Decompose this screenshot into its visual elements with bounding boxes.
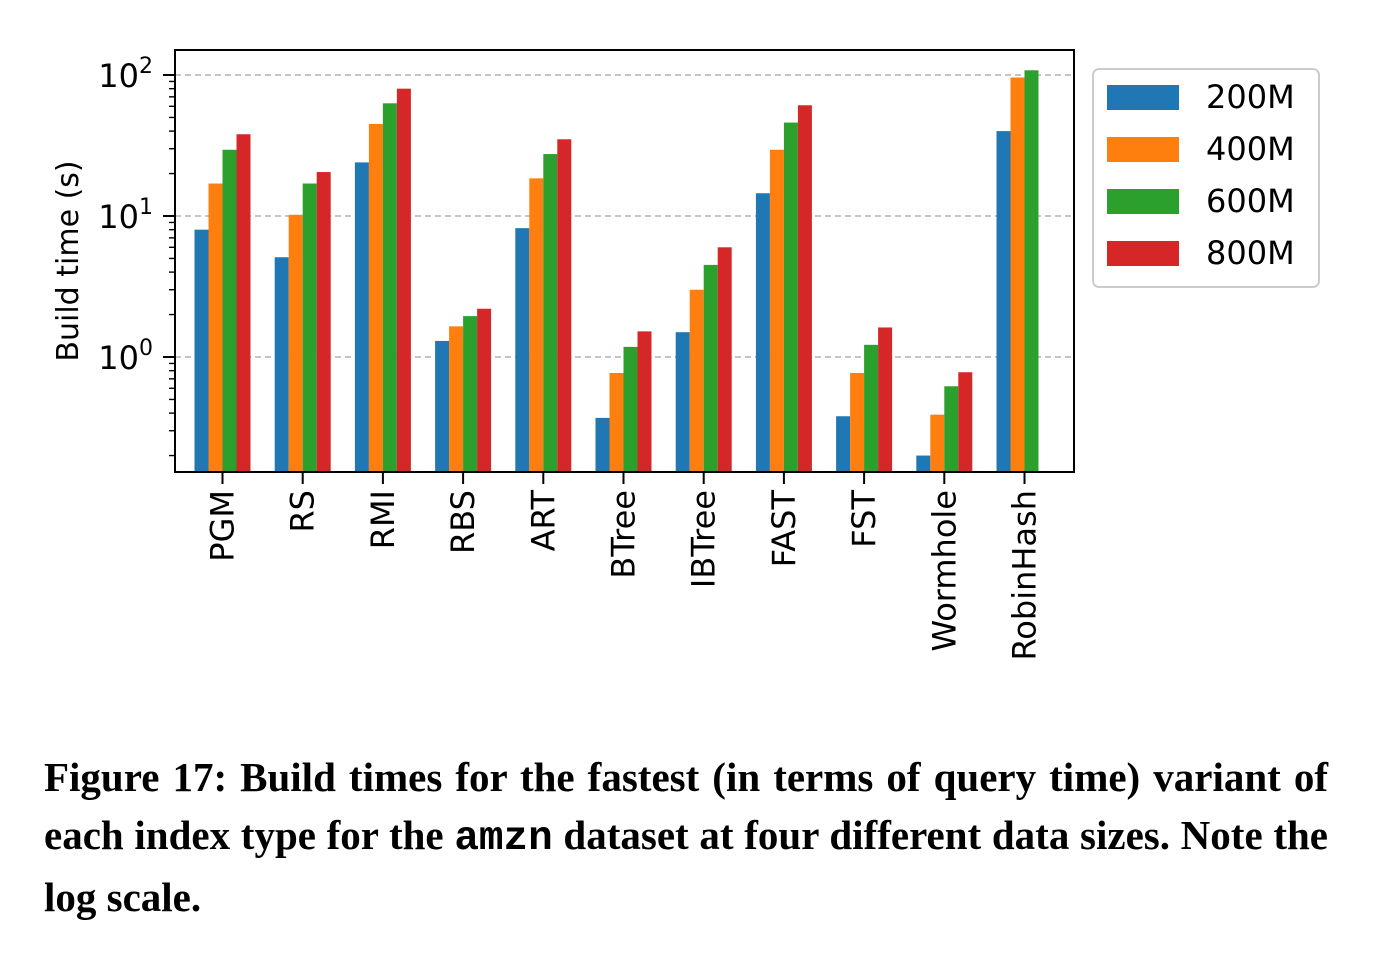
legend-label-200M: 200M bbox=[1206, 78, 1295, 116]
caption-text-1: Figure 17: Build times for the fastest (… bbox=[44, 754, 1328, 858]
y-tick-label: 101 bbox=[98, 195, 153, 236]
legend-label-800M: 800M bbox=[1206, 234, 1295, 272]
bar-200M-ART bbox=[515, 228, 530, 472]
bar-600M-PGM bbox=[222, 149, 237, 472]
bar-200M-RMI bbox=[354, 162, 369, 473]
legend-swatch-800M bbox=[1107, 241, 1179, 266]
x-tick-label: RS bbox=[284, 490, 322, 533]
bar-400M-PGM bbox=[208, 183, 223, 472]
legend-swatch-200M bbox=[1107, 85, 1179, 110]
bar-600M-BTree bbox=[623, 346, 638, 472]
bar-400M-RBS bbox=[449, 326, 464, 472]
bar-400M-ART bbox=[529, 178, 544, 472]
caption-text-2: dataset at four different data sizes. No… bbox=[44, 812, 1328, 920]
y-tick-label-exponent: 1 bbox=[139, 195, 153, 220]
bar-400M-IBTree bbox=[689, 289, 704, 472]
bar-600M-RBS bbox=[463, 316, 478, 472]
x-tick-label: IBTree bbox=[685, 490, 723, 588]
bar-800M-FAST bbox=[797, 105, 812, 472]
x-tick-label: RobinHash bbox=[1006, 490, 1044, 660]
y-tick-label-exponent: 0 bbox=[139, 336, 153, 361]
bar-200M-FAST bbox=[755, 193, 770, 472]
y-tick-label-exponent: 2 bbox=[139, 54, 153, 79]
bar-200M-RS bbox=[274, 257, 289, 472]
bar-400M-RMI bbox=[368, 123, 383, 472]
x-tick-label: Wormhole bbox=[925, 490, 963, 652]
y-tick-label: 102 bbox=[98, 54, 153, 95]
bar-600M-IBTree bbox=[703, 264, 718, 472]
bar-800M-RS bbox=[316, 172, 331, 472]
bar-800M-ART bbox=[557, 139, 572, 472]
x-axis: PGM RS RMI RBS ART BTree IBTree FAST FST Wormhole… bbox=[204, 472, 1044, 660]
bar-800M-Wormhole bbox=[958, 372, 973, 472]
y-tick-label: 100 bbox=[98, 336, 153, 377]
y-tick-label-base: 10 bbox=[98, 339, 139, 377]
bar-200M-PGM bbox=[194, 229, 209, 472]
bar-400M-RS bbox=[288, 214, 303, 473]
bar-200M-RBS bbox=[435, 340, 450, 472]
legend-box bbox=[1092, 68, 1320, 288]
bar-200M-Wormhole bbox=[916, 455, 931, 472]
x-tick-label: RBS bbox=[444, 490, 482, 554]
y-tick-label-base: 10 bbox=[98, 198, 139, 236]
x-tick-label: FST bbox=[845, 490, 883, 548]
bar-600M-RS bbox=[302, 183, 317, 472]
bar-800M-PGM bbox=[236, 134, 251, 472]
bar-600M-RMI bbox=[382, 103, 397, 473]
bar-200M-BTree bbox=[595, 417, 610, 472]
y-axis-label: Build time (s) bbox=[51, 160, 86, 361]
bar-200M-FST bbox=[836, 416, 851, 472]
bar-800M-FST bbox=[878, 327, 893, 472]
bar-800M-IBTree bbox=[717, 247, 732, 472]
x-tick-label: PGM bbox=[204, 490, 242, 562]
bar-400M-RobinHash bbox=[1010, 77, 1025, 472]
y-tick-label-base: 10 bbox=[98, 57, 139, 95]
bar-800M-RBS bbox=[477, 308, 492, 472]
bar-200M-RobinHash bbox=[996, 131, 1011, 472]
legend-label-400M: 400M bbox=[1206, 130, 1295, 168]
legend-swatch-600M bbox=[1107, 189, 1179, 214]
legend-swatch-400M bbox=[1107, 137, 1179, 162]
bar-800M-BTree bbox=[637, 331, 652, 472]
x-tick-label: ART bbox=[524, 490, 562, 552]
bar-200M-IBTree bbox=[675, 332, 690, 472]
figure-caption: Figure 17: Build times for the fastest (… bbox=[44, 748, 1328, 926]
legend-label-600M: 600M bbox=[1206, 182, 1295, 220]
bar-400M-FST bbox=[850, 373, 865, 472]
bar-600M-Wormhole bbox=[944, 386, 959, 472]
bar-400M-FAST bbox=[769, 149, 784, 472]
bar-800M-RMI bbox=[396, 88, 411, 473]
bar-600M-ART bbox=[543, 154, 558, 473]
bar-600M-FST bbox=[864, 344, 879, 472]
caption-code: amzn bbox=[454, 816, 553, 862]
x-tick-label: BTree bbox=[605, 490, 643, 579]
bar-400M-BTree bbox=[609, 373, 624, 472]
bars bbox=[194, 70, 1039, 473]
x-tick-label: FAST bbox=[765, 490, 803, 568]
bar-400M-Wormhole bbox=[930, 414, 945, 472]
bar-600M-FAST bbox=[783, 122, 798, 472]
legend: 200M 400M 600M 800M bbox=[1092, 68, 1320, 288]
bar-600M-RobinHash bbox=[1024, 70, 1039, 473]
x-tick-label: RMI bbox=[364, 490, 402, 549]
